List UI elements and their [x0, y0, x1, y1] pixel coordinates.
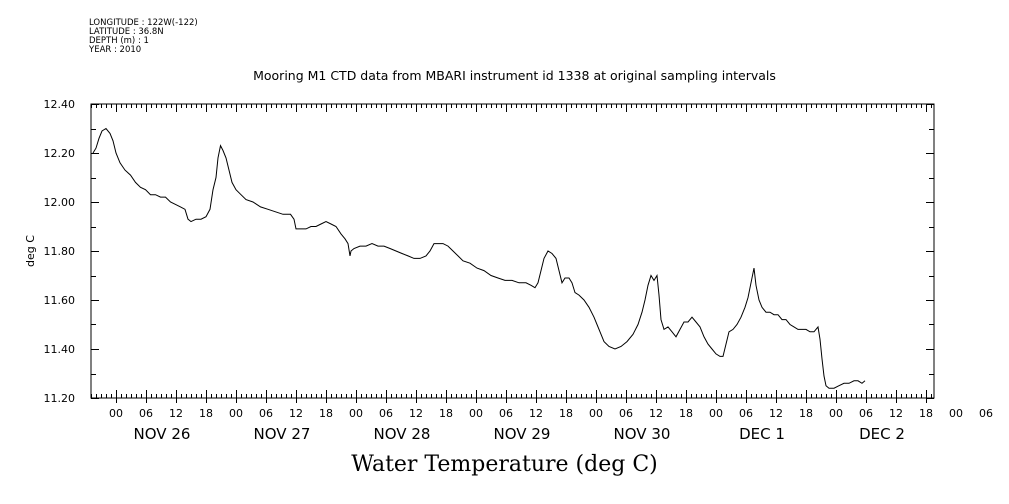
- x-hour-label: 00: [109, 407, 123, 420]
- bottom-title: Water Temperature (deg C): [351, 452, 658, 477]
- header-metadata: LONGITUDE : 122W(-122) LATITUDE : 36.8N …: [89, 19, 198, 55]
- x-hour-label: 12: [649, 407, 663, 420]
- x-hour-label: 00: [349, 407, 363, 420]
- x-hour-label: 00: [469, 407, 483, 420]
- y-tick-label: 12.40: [44, 98, 76, 111]
- plot-frame: [90, 103, 935, 399]
- x-hour-label: 06: [499, 407, 513, 420]
- x-hour-label: 18: [319, 407, 333, 420]
- x-hour-label: 06: [379, 407, 393, 420]
- x-hour-label: 12: [769, 407, 783, 420]
- longitude-label: LONGITUDE : 122W(-122): [89, 18, 198, 28]
- x-hour-label: 00: [829, 407, 843, 420]
- x-hour-label: 12: [289, 407, 303, 420]
- x-day-label: DEC 2: [859, 425, 905, 443]
- x-hour-label: 00: [709, 407, 723, 420]
- y-axis-label: deg C: [24, 235, 37, 267]
- chart-title: Mooring M1 CTD data from MBARI instrumen…: [253, 68, 776, 83]
- x-hour-label: 00: [949, 407, 963, 420]
- y-tick-label: 12.00: [44, 196, 76, 209]
- x-hour-label: 06: [979, 407, 993, 420]
- x-hour-label: 06: [739, 407, 753, 420]
- x-day-label: NOV 29: [494, 425, 551, 443]
- x-day-label: NOV 26: [134, 425, 191, 443]
- x-hour-label: 06: [259, 407, 273, 420]
- y-tick-label: 11.60: [44, 294, 76, 307]
- x-hour-label: 18: [559, 407, 573, 420]
- series-line: [92, 127, 866, 389]
- x-hour-label: 00: [589, 407, 603, 420]
- y-tick-label: 11.40: [44, 343, 76, 356]
- x-hour-label: 18: [679, 407, 693, 420]
- x-hour-label: 18: [439, 407, 453, 420]
- x-day-label: NOV 28: [374, 425, 431, 443]
- x-hour-label: 06: [859, 407, 873, 420]
- x-day-label: NOV 27: [254, 425, 311, 443]
- x-hour-label: 12: [409, 407, 423, 420]
- x-hour-label: 06: [139, 407, 153, 420]
- x-hour-label: 18: [919, 407, 933, 420]
- x-hour-label: 18: [799, 407, 813, 420]
- x-hour-label: 06: [619, 407, 633, 420]
- x-hour-label: 12: [889, 407, 903, 420]
- y-tick-label: 11.80: [44, 245, 76, 258]
- x-hour-label: 12: [529, 407, 543, 420]
- year-label: YEAR : 2010: [89, 45, 142, 55]
- x-hour-label: 18: [199, 407, 213, 420]
- latitude-label: LATITUDE : 36.8N: [89, 27, 164, 37]
- depth-label: DEPTH (m) : 1: [89, 36, 149, 46]
- y-tick-label: 11.20: [44, 392, 76, 405]
- y-tick-label: 12.20: [44, 147, 76, 160]
- x-hour-label: 00: [229, 407, 243, 420]
- x-day-label: NOV 30: [614, 425, 671, 443]
- x-hour-label: 12: [169, 407, 183, 420]
- x-day-label: DEC 1: [739, 425, 785, 443]
